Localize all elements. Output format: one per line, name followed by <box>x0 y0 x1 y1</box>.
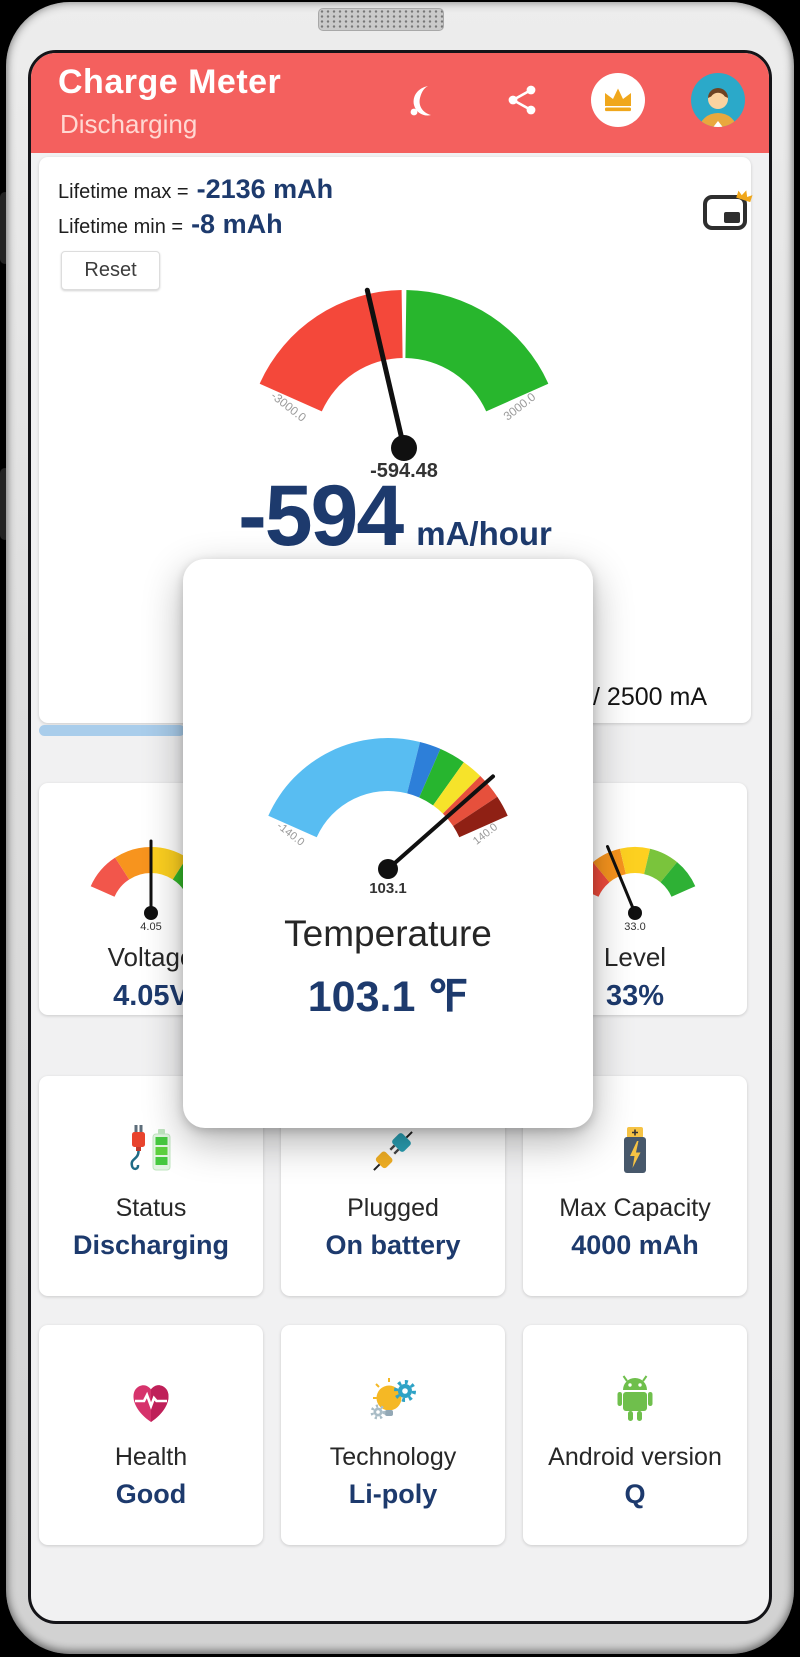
android-version-label: Android version <box>548 1443 722 1471</box>
temperature-gauge: -140.0 140.0 103.1 <box>228 704 548 909</box>
reset-button[interactable]: Reset <box>61 251 160 290</box>
max-capacity-label: Max Capacity <box>559 1194 711 1222</box>
current-value-row: -594 mA/hour <box>39 467 751 566</box>
pip-inner-rect <box>724 212 740 223</box>
android-version-value: Q <box>624 1479 646 1509</box>
current-value: -594 <box>238 468 404 564</box>
temperature-value: 103.1 ℉ <box>307 973 469 1021</box>
lifetime-max-value: -2136 mAh <box>196 174 334 204</box>
health-label: Health <box>114 1443 188 1471</box>
pip-crown-badge <box>732 187 754 211</box>
temperature-title: Temperature <box>284 913 492 954</box>
android-version-card[interactable]: Android version Q <box>523 1325 747 1545</box>
capacity-text: A / 2500 mA <box>570 683 707 711</box>
technology-icon <box>370 1378 416 1420</box>
health-value: Good <box>115 1479 187 1509</box>
battery-capacity-icon <box>624 1127 646 1173</box>
profile-avatar[interactable] <box>691 73 745 127</box>
health-heart-icon <box>133 1385 169 1422</box>
temperature-popup: -140.0 140.0 103.1 Temperature 103.1 ℉ <box>183 559 593 1128</box>
earpiece-speaker <box>318 8 444 31</box>
level-gauge: 33.0 <box>550 817 720 940</box>
picture-in-picture-icon[interactable] <box>703 190 753 230</box>
level-value: 33% <box>605 980 665 1012</box>
svg-text:4.05: 4.05 <box>140 921 161 933</box>
premium-crown-icon[interactable] <box>591 73 645 127</box>
max-capacity-value: 4000 mAh <box>571 1230 699 1260</box>
technology-label: Technology <box>329 1443 457 1471</box>
lifetime-min-row: Lifetime min = -8 mAh <box>58 209 283 240</box>
night-mode-icon[interactable] <box>404 83 438 117</box>
health-card[interactable]: Health Good <box>39 1325 263 1545</box>
charging-battery-icon <box>130 1125 171 1171</box>
charge-state-subtitle: Discharging <box>60 109 198 139</box>
app-title: Charge Meter <box>58 63 282 101</box>
lifetime-min-value: -8 mAh <box>191 209 283 239</box>
lifetime-max-label: Lifetime max = <box>58 181 189 203</box>
android-icon <box>617 1375 653 1421</box>
status-value: Discharging <box>72 1230 230 1260</box>
voltage-value: 4.05V <box>113 980 189 1012</box>
phone-screen: Charge Meter Discharging <box>28 50 772 1624</box>
level-label: Level <box>603 942 667 972</box>
lifetime-min-label: Lifetime min = <box>58 216 184 238</box>
unplugged-icon <box>373 1131 413 1171</box>
current-gauge: -3000.0 3000.0 -594.48 <box>224 270 584 487</box>
level-progress-bar <box>39 725 185 736</box>
volume-button[interactable] <box>0 192 10 264</box>
voltage-label: Voltage <box>107 942 195 972</box>
status-card[interactable]: Status Discharging <box>39 1076 263 1296</box>
svg-text:33.0: 33.0 <box>624 921 645 933</box>
technology-card[interactable]: Technology Li-poly <box>281 1325 505 1545</box>
app-header <box>31 53 769 153</box>
max-capacity-card[interactable]: Max Capacity 4000 mAh <box>523 1076 747 1296</box>
technology-value: Li-poly <box>348 1479 438 1509</box>
status-label: Status <box>115 1194 187 1222</box>
svg-text:103.1: 103.1 <box>369 880 407 897</box>
power-button[interactable] <box>0 468 10 540</box>
svg-text:-594.48: -594.48 <box>370 460 438 482</box>
plugged-label: Plugged <box>347 1194 439 1222</box>
share-icon[interactable] <box>506 84 540 118</box>
plugged-value: On battery <box>325 1230 461 1260</box>
lifetime-max-row: Lifetime max = -2136 mAh <box>58 174 333 205</box>
current-unit: mA/hour <box>416 515 552 552</box>
